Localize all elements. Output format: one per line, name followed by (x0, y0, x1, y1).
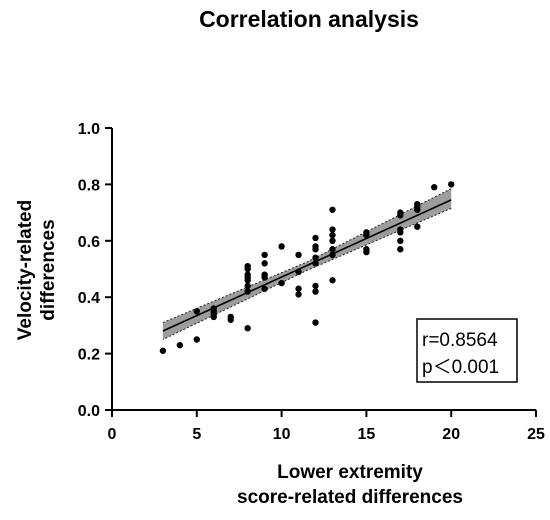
data-point (312, 319, 319, 326)
x-axis-title-line-1: Lower extremity (277, 462, 423, 483)
x-axis-title-line-2: score-related differences (237, 487, 463, 508)
y-ticks: 0.0 0.2 0.4 0.6 0.8 1.0 (78, 121, 112, 420)
data-point (295, 251, 302, 259)
data-point (312, 254, 319, 261)
x-ticks: 0 5 10 15 20 25 (108, 410, 545, 443)
data-point (312, 243, 319, 250)
data-point (244, 282, 251, 290)
data-point (278, 279, 285, 287)
y-tick-label: 0.2 (78, 347, 100, 364)
data-point (414, 200, 421, 208)
data-point (244, 325, 251, 332)
y-tick-label: 0.6 (78, 234, 100, 251)
data-point (397, 209, 404, 216)
data-point (363, 229, 370, 236)
p-value-text: p＜0.001 (422, 357, 499, 378)
data-point (363, 246, 370, 253)
confidence-band-upper (162, 188, 452, 324)
y-tick-label: 0.4 (78, 290, 100, 307)
regression-line-path (162, 199, 452, 332)
stats-box: r=0.8564 p＜0.001 (416, 318, 518, 383)
y-tick-label: 1.0 (78, 121, 100, 138)
y-tick-label: 0.8 (78, 177, 100, 194)
x-tick-label: 10 (273, 426, 291, 443)
x-tick-label: 25 (527, 426, 545, 443)
y-axis-title-line-1: Velocity-related (15, 200, 36, 340)
x-tick-label: 15 (358, 426, 376, 443)
data-point (329, 246, 336, 253)
data-point (244, 271, 251, 278)
data-point (397, 226, 404, 233)
data-point (329, 277, 336, 284)
data-point (159, 347, 167, 354)
data-point (329, 231, 336, 239)
data-point (397, 246, 404, 253)
data-point (278, 243, 285, 250)
data-point (329, 226, 336, 233)
confidence-band-lower (162, 207, 452, 340)
data-point (244, 262, 251, 270)
x-tick-label: 0 (108, 426, 117, 443)
regression-line (162, 199, 452, 332)
confidence-band (162, 188, 452, 340)
axes (111, 128, 536, 411)
data-point (431, 184, 438, 191)
data-point (448, 181, 455, 188)
data-point (261, 285, 268, 292)
data-point (312, 288, 319, 295)
confidence-band-area (162, 188, 452, 340)
data-point (227, 313, 234, 321)
chart-title: Correlation analysis (199, 6, 419, 32)
y-axis-title-line-2: differences (38, 219, 59, 320)
data-point (312, 282, 319, 290)
data-point (176, 341, 184, 349)
data-point (261, 271, 268, 278)
y-tick-label: 0.0 (78, 403, 100, 420)
data-point (312, 234, 319, 242)
data-point (295, 291, 302, 298)
data-point (193, 308, 200, 315)
data-point (397, 237, 404, 244)
stats-box-border (416, 318, 518, 383)
data-point (414, 223, 421, 230)
r-value-text: r=0.8564 (422, 330, 498, 351)
data-point (329, 237, 336, 244)
data-point (329, 206, 336, 213)
x-tick-label: 5 (192, 426, 201, 443)
x-tick-label: 20 (442, 426, 460, 443)
data-point (295, 285, 302, 292)
data-point (193, 336, 200, 343)
data-point (261, 260, 268, 267)
data-point (261, 251, 268, 259)
